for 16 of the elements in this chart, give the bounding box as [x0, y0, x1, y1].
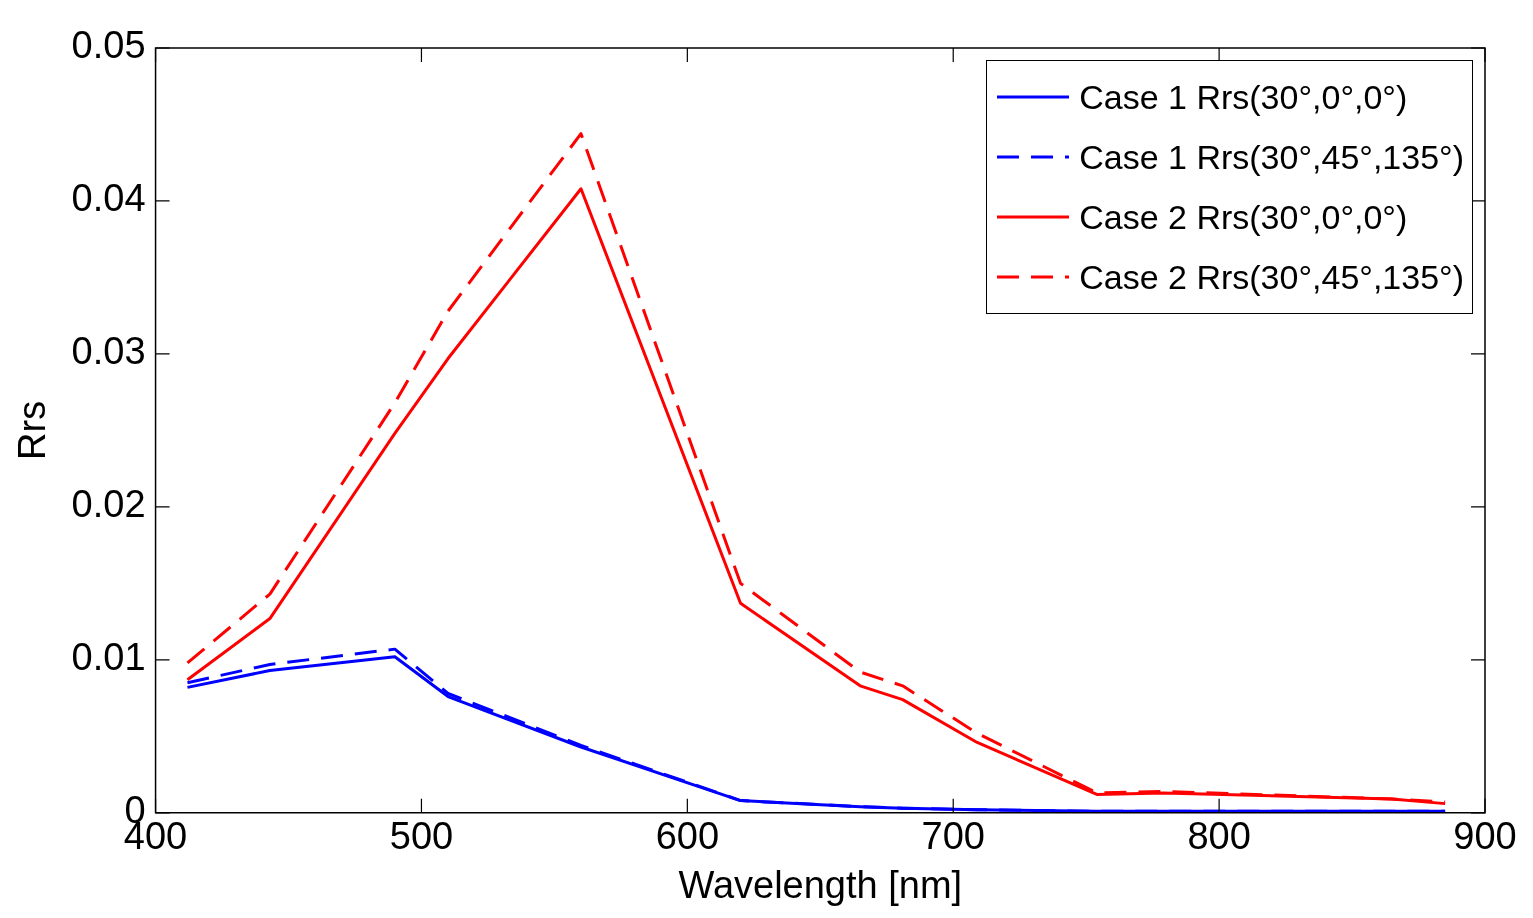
y-axis-title: Rrs: [11, 400, 54, 460]
legend-label: Case 1 Rrs(30°,0°,0°): [1079, 77, 1408, 117]
x-axis-title: Wavelength [nm]: [678, 863, 963, 906]
legend-label: Case 1 Rrs(30°,45°,135°): [1079, 137, 1464, 177]
x-tick-label: 500: [389, 815, 454, 858]
x-tick-label: 700: [921, 815, 985, 858]
y-tick-label: 0.05: [71, 24, 146, 67]
y-tick-label: 0.01: [71, 636, 146, 679]
y-tick-label: 0.03: [71, 330, 146, 373]
y-tick-label: 0.02: [71, 483, 146, 526]
x-tick-label: 900: [1453, 815, 1517, 858]
y-tick-label: 0.04: [71, 177, 146, 220]
x-tick-label: 800: [1187, 815, 1251, 858]
legend-label: Case 2 Rrs(30°,45°,135°): [1079, 257, 1464, 297]
legend-label: Case 2 Rrs(30°,0°,0°): [1079, 197, 1408, 237]
x-tick-label: 600: [655, 815, 720, 858]
